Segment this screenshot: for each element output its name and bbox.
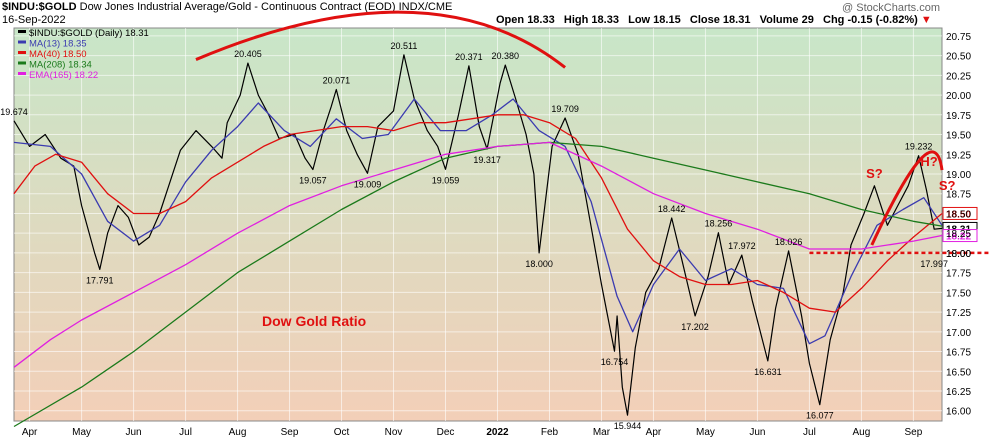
series-ema165	[13, 141, 943, 368]
pattern-label: S?	[939, 178, 956, 193]
x-tick-label: Mar	[593, 427, 611, 438]
price-label: 20.405	[234, 49, 262, 59]
y-tick-label: 18.75	[946, 190, 971, 201]
annotation-title: Dow Gold Ratio	[262, 313, 366, 329]
series-lines	[13, 54, 943, 428]
price-label: 20.380	[492, 51, 520, 61]
y-badge-box	[942, 229, 978, 243]
x-tick-label: Aug	[853, 427, 871, 438]
price-label: 19.057	[299, 175, 327, 185]
price-label: 17.972	[728, 241, 756, 251]
legend-item: EMA(165) 18.22	[29, 70, 98, 81]
x-tick-label: Apr	[22, 427, 38, 438]
x-tick-label: Oct	[334, 427, 350, 438]
legend-item: MA(208) 18.34	[29, 60, 92, 71]
x-tick-label: May	[696, 427, 715, 438]
price-label: 20.371	[455, 52, 483, 62]
x-tick-label: Jul	[179, 427, 192, 438]
y-tick-label: 18.00	[946, 249, 971, 260]
y-badge-box	[942, 206, 978, 220]
x-tick-label: Jul	[803, 427, 816, 438]
x-tick-label: Feb	[541, 427, 559, 438]
y-tick-label: 20.25	[946, 71, 971, 82]
pattern-label: H?	[920, 154, 937, 169]
x-tick-label: Dec	[437, 427, 455, 438]
y-tick-label: 19.50	[946, 131, 971, 142]
chart-symbol: $INDU:$GOLD Dow Jones Industrial Average…	[2, 1, 453, 13]
series-ma40	[13, 114, 943, 313]
axes: 16.00 16.25 16.50 16.75 17.00 17.25 17.50 17.75…	[22, 32, 972, 438]
pattern-arc	[195, 10, 567, 69]
legend-swatch	[18, 72, 26, 75]
legend-swatch	[18, 51, 26, 54]
y-tick-label: 20.00	[946, 91, 971, 102]
price-label: 16.631	[754, 367, 782, 377]
watermark: @ StockCharts.com	[842, 2, 940, 14]
price-label: 16.077	[806, 411, 834, 421]
x-tick-label: Sep	[281, 427, 299, 438]
price-label: 19.317	[473, 155, 501, 165]
price-label: 18.442	[658, 204, 686, 214]
x-tick-label: Jun	[749, 427, 765, 438]
price-label: 19.059	[432, 175, 460, 185]
price-label: 18.256	[705, 219, 733, 229]
legend-swatch	[18, 61, 26, 65]
y-tick-label: 16.50	[946, 367, 971, 378]
price-label: 20.511	[390, 41, 417, 51]
price-label: 19.232	[905, 142, 933, 152]
series-ma13	[13, 98, 943, 345]
y-tick-label: 17.75	[946, 269, 971, 280]
x-tick-label: Aug	[229, 427, 247, 438]
y-tick-label: 19.25	[946, 150, 971, 161]
pattern-label: S?	[866, 166, 883, 181]
x-tick-label: 2022	[486, 427, 509, 438]
x-tick-label: Nov	[385, 427, 403, 438]
y-tick-label: 17.00	[946, 328, 971, 339]
y-tick-label: 19.75	[946, 111, 971, 122]
price-label: 18.000	[525, 259, 553, 269]
y-tick-label: 16.00	[946, 407, 971, 418]
y-tick-label: 20.75	[946, 32, 971, 43]
legend-item: MA(40) 18.50	[29, 49, 87, 60]
y-tick-label: 19.00	[946, 170, 971, 181]
x-tick-label: Apr	[646, 427, 662, 438]
y-tick-label: 17.25	[946, 308, 971, 319]
support-label: 18.00	[946, 249, 971, 260]
ohlc-readout: Open 18.33 High 18.33 Low 18.15 Close 18…	[496, 14, 932, 26]
x-tick-label: Sep	[905, 427, 923, 438]
price-label: 17.202	[681, 322, 709, 332]
legend-swatch	[18, 30, 26, 33]
price-label: 16.754	[601, 357, 629, 367]
price-label: 19.009	[354, 179, 382, 189]
plot-background	[13, 27, 943, 422]
price-label: 17.791	[86, 275, 114, 285]
y-badge-label: 18.50	[946, 209, 971, 220]
pattern-arc	[870, 150, 944, 246]
chart-date: 16-Sep-2022	[2, 14, 66, 26]
price-label: 20.071	[323, 75, 351, 85]
y-tick-label: 18.50	[946, 209, 971, 220]
price-label: 15.944	[614, 421, 642, 431]
legend-swatch	[18, 40, 26, 44]
price-label: 18.026	[775, 237, 803, 247]
y-tick-label: 16.75	[946, 348, 971, 359]
y-badge-label: 18.22	[946, 232, 971, 243]
price-label: 19.709	[551, 104, 579, 114]
x-tick-label: Jun	[126, 427, 142, 438]
price-label: 19.674	[0, 107, 28, 117]
x-tick-label: May	[72, 427, 91, 438]
legend-item: MA(13) 18.35	[29, 39, 87, 50]
y-tick-label: 16.25	[946, 387, 971, 398]
y-tick-label: 18.25	[946, 229, 971, 240]
price-label: 17.997	[920, 259, 948, 269]
grid	[14, 28, 942, 421]
legend-item: $INDU:$GOLD (Daily) 18.31	[29, 28, 149, 39]
y-tick-label: 20.50	[946, 52, 971, 63]
data-labels: 19.674 17.791 20.405 19.057 20.071 19.009 20.5…	[0, 41, 978, 431]
y-tick-label: 17.50	[946, 288, 971, 299]
